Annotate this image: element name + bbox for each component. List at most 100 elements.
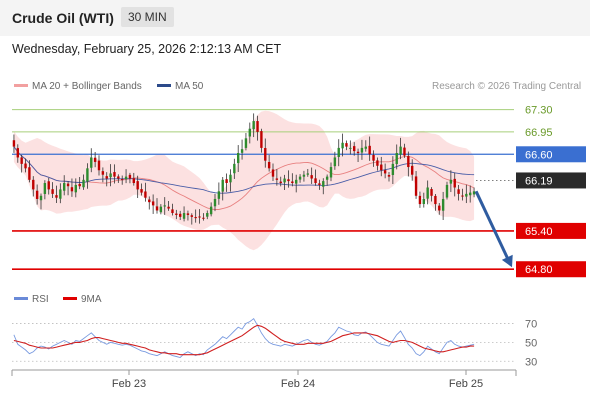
candle [155, 198, 159, 214]
candle-body [229, 174, 232, 183]
candle [186, 210, 190, 221]
candle [430, 187, 433, 202]
candle [302, 170, 306, 182]
candle-body [260, 131, 263, 148]
candle-body [345, 143, 348, 147]
candle [364, 140, 367, 152]
candle [395, 144, 398, 170]
support-tag [516, 222, 586, 239]
candle-body [140, 189, 143, 193]
price-level-label: 65.40 [525, 226, 553, 238]
candle [78, 177, 81, 190]
candle-body [252, 121, 255, 130]
candle-body [329, 167, 333, 178]
legend-rsi: RSI [14, 294, 49, 305]
candle [399, 137, 402, 160]
candle-body [209, 206, 213, 215]
candle [267, 154, 271, 172]
candle-body [337, 147, 340, 157]
candle [206, 210, 209, 220]
candle [51, 182, 54, 198]
candle-body [194, 217, 197, 219]
price-level-label: 66.19 [525, 175, 553, 187]
candle [93, 151, 97, 168]
candle-body [124, 176, 128, 180]
candle [237, 145, 240, 173]
candle [353, 142, 356, 156]
candle-body [395, 153, 398, 165]
candle [20, 154, 23, 173]
candle-body [51, 189, 54, 194]
candle [449, 170, 453, 193]
candle-body [167, 206, 170, 209]
candle-body [63, 183, 66, 191]
candle [35, 184, 39, 205]
candle [47, 177, 50, 195]
ma50-line [13, 146, 475, 194]
candle [179, 210, 182, 221]
candle [28, 160, 31, 183]
price-panel: 67.30 66.95 66.60 66.19 65.40 64.80 [12, 105, 586, 278]
candle [213, 193, 217, 212]
candle-body [198, 216, 201, 218]
candle [360, 139, 364, 160]
candle-body [310, 175, 313, 179]
candle [380, 156, 383, 177]
candle [291, 173, 294, 187]
ma50-swatch [157, 83, 171, 87]
candle [383, 163, 387, 179]
candle-body [275, 178, 279, 180]
candle-body [217, 191, 221, 199]
candle [167, 201, 170, 211]
candle [109, 164, 112, 187]
candle-body [314, 178, 317, 184]
candle [314, 169, 317, 186]
candle [457, 185, 460, 201]
candle [209, 202, 213, 217]
candle-body [101, 171, 105, 175]
candle-body [159, 206, 163, 213]
candle-body [341, 142, 344, 149]
rsi-panel: 70 50 30 [12, 318, 537, 368]
candle-body [407, 156, 410, 168]
candle-body [74, 184, 77, 193]
candle [341, 133, 344, 157]
candle [144, 182, 147, 202]
candle-body [132, 178, 135, 184]
candle-body [248, 128, 251, 137]
candle [70, 178, 74, 197]
candle [275, 169, 279, 186]
candle-body [353, 146, 356, 152]
candle-body [430, 189, 433, 196]
candle [151, 194, 155, 214]
candle [140, 183, 143, 196]
candle [113, 164, 116, 184]
candle [368, 136, 371, 161]
candle-body [121, 179, 124, 181]
candle-body [28, 167, 31, 180]
candle-body [128, 174, 132, 179]
candle [345, 140, 348, 151]
candle-body [411, 165, 414, 175]
candle-body [155, 206, 159, 211]
ma50-label: MA 50 [175, 81, 204, 92]
timeframe-badge[interactable]: 30 MIN [121, 7, 174, 27]
candle [221, 176, 224, 201]
candle [287, 170, 290, 188]
rsi-tick-label: 70 [525, 318, 537, 330]
candle [434, 194, 437, 211]
candle [461, 188, 464, 201]
candle [43, 180, 47, 200]
candle [318, 179, 321, 190]
rsi-tick-label: 50 [525, 337, 537, 349]
time-axis: Feb 23 Feb 24 Feb 25 [11, 369, 517, 390]
pivot-tag [516, 146, 586, 163]
candle [128, 172, 132, 184]
rsi-ma-swatch [63, 296, 77, 300]
candle [252, 113, 255, 138]
candle-body [39, 195, 43, 201]
rsi-ma-line [13, 324, 475, 356]
candle-body [86, 168, 89, 182]
candle-body [469, 192, 472, 196]
